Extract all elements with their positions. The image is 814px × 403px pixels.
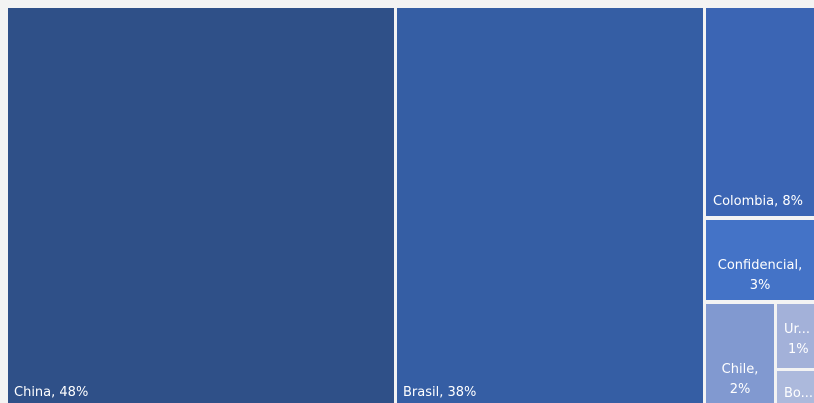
tile-label-china: China, 48% xyxy=(14,385,89,400)
tile-label-uruguay-name: Ur... xyxy=(784,322,811,337)
tile-label-chile-name: Chile, xyxy=(721,362,759,377)
tile-label-confidencial-name: Confidencial, xyxy=(717,258,803,273)
tile-china: China, 48% xyxy=(8,8,394,403)
tile-label-confidencial-value: 3% xyxy=(749,278,771,293)
tile-label-uruguay-value: 1% xyxy=(788,342,809,357)
tile-chile: Chile, 2% xyxy=(706,304,774,403)
tile-brasil: Brasil, 38% xyxy=(397,8,703,403)
tile-confidencial: Confidencial, 3% xyxy=(706,220,814,300)
tile-label-bolivia: Bo... xyxy=(784,386,814,401)
tile-label-chile-value: 2% xyxy=(729,382,751,397)
tile-label-brasil: Brasil, 38% xyxy=(403,385,477,400)
tile-uruguay: Ur... 1% xyxy=(777,304,814,368)
tile-label-colombia: Colombia, 8% xyxy=(713,194,803,209)
tile-bolivia: Bo... xyxy=(777,371,814,403)
tile-colombia: Colombia, 8% xyxy=(706,8,814,216)
